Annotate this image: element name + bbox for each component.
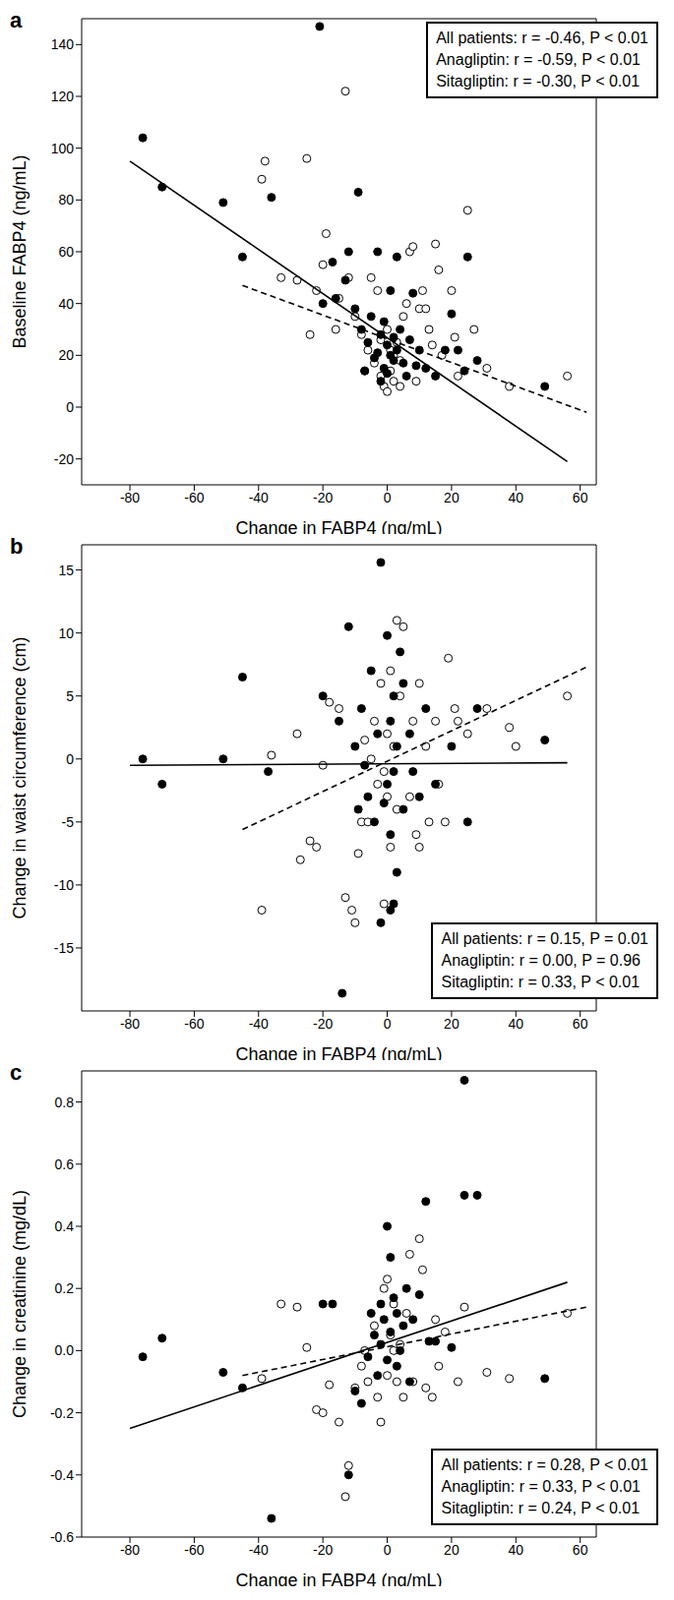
- svg-text:-40: -40: [248, 1016, 269, 1033]
- svg-text:-80: -80: [120, 490, 140, 506]
- svg-text:5: 5: [65, 688, 74, 705]
- svg-text:60: 60: [572, 1542, 589, 1559]
- svg-text:40: 40: [58, 296, 74, 312]
- svg-text:0: 0: [383, 490, 392, 506]
- svg-text:-20: -20: [312, 490, 333, 506]
- html-text:Anagliptin: r = 0.33, P < 0.01: Anagliptin: r = 0.33, P < 0.01: [441, 1478, 641, 1496]
- svg-text:20: 20: [58, 347, 74, 364]
- html-text:All patients: r = 0.28, P < 0.: All patients: r = 0.28, P < 0.01: [441, 1457, 649, 1474]
- svg-text:0: 0: [65, 399, 74, 416]
- svg-text:40: 40: [507, 1542, 524, 1559]
- html-text:Sitagliptin: r = 0.24, P < 0.0: Sitagliptin: r = 0.24, P < 0.01: [441, 1500, 640, 1518]
- svg-text:Baseline FABP4 (ng/mL): Baseline FABP4 (ng/mL): [9, 154, 30, 349]
- svg-text:-10: -10: [54, 877, 74, 894]
- svg-text:100: 100: [51, 140, 75, 157]
- html-text:All patients: r = 0.15, P = 0.: All patients: r = 0.15, P = 0.01: [441, 930, 649, 948]
- svg-text:80: 80: [58, 191, 74, 208]
- html-text:a: a: [9, 7, 22, 33]
- html-text:b: b: [9, 534, 24, 559]
- svg-text:Change in FABP4 (ng/mL): Change in FABP4 (ng/mL): [235, 1571, 442, 1588]
- svg-text:0.6: 0.6: [55, 1157, 75, 1173]
- svg-text:15: 15: [58, 562, 74, 579]
- html-text:Anagliptin: r = 0.00, P = 0.96: Anagliptin: r = 0.00, P = 0.96: [441, 952, 641, 970]
- svg-text:0.4: 0.4: [55, 1219, 75, 1235]
- svg-text:-80: -80: [120, 1542, 140, 1559]
- svg-text:40: 40: [507, 1016, 524, 1033]
- svg-text:-20: -20: [312, 1542, 333, 1559]
- svg-text:-60: -60: [183, 1542, 204, 1559]
- html-text:All patients: r = -0.46, P < 0: All patients: r = -0.46, P < 0.01: [436, 29, 649, 47]
- svg-text:60: 60: [572, 1016, 589, 1033]
- html-text:Anagliptin: r = -0.59, P < 0.0: Anagliptin: r = -0.59, P < 0.01: [436, 51, 641, 68]
- svg-text:-20: -20: [312, 1016, 333, 1033]
- svg-text:60: 60: [572, 490, 589, 506]
- svg-text:Change in creatinine (mg/dL): Change in creatinine (mg/dL): [9, 1190, 30, 1419]
- svg-text:-15: -15: [54, 940, 74, 957]
- svg-text:20: 20: [443, 490, 460, 506]
- svg-text:0.8: 0.8: [55, 1095, 75, 1111]
- svg-text:Change in FABP4 (ng/mL): Change in FABP4 (ng/mL): [235, 518, 442, 535]
- svg-text:-60: -60: [183, 490, 204, 506]
- svg-text:0.0: 0.0: [55, 1343, 75, 1359]
- svg-text:-0.2: -0.2: [50, 1406, 74, 1422]
- svg-text:Change in FABP4 (ng/mL): Change in FABP4 (ng/mL): [235, 1044, 442, 1061]
- svg-text:0: 0: [65, 751, 74, 768]
- svg-text:-60: -60: [183, 1016, 204, 1033]
- svg-text:20: 20: [443, 1016, 460, 1033]
- svg-text:10: 10: [58, 625, 74, 642]
- html-text:c: c: [9, 1060, 22, 1086]
- html-text:Sitagliptin: r = 0.33, P < 0.0: Sitagliptin: r = 0.33, P < 0.01: [441, 974, 640, 991]
- html-text:Sitagliptin: r = -0.30, P < 0.: Sitagliptin: r = -0.30, P < 0.01: [436, 72, 640, 90]
- svg-text:0: 0: [383, 1542, 392, 1559]
- svg-text:120: 120: [51, 88, 75, 105]
- svg-text:20: 20: [443, 1542, 460, 1559]
- svg-text:140: 140: [51, 36, 75, 53]
- svg-text:0.2: 0.2: [55, 1281, 75, 1297]
- svg-text:-40: -40: [248, 1542, 269, 1559]
- svg-text:Change in waist circumference: Change in waist circumference (cm): [9, 636, 30, 920]
- svg-text:60: 60: [58, 244, 74, 260]
- svg-text:0: 0: [383, 1016, 392, 1033]
- svg-text:-0.4: -0.4: [50, 1468, 74, 1484]
- svg-text:-0.6: -0.6: [50, 1530, 74, 1546]
- svg-text:-80: -80: [120, 1016, 140, 1033]
- svg-text:-20: -20: [54, 451, 74, 468]
- svg-text:40: 40: [507, 490, 524, 506]
- svg-text:-40: -40: [248, 490, 269, 506]
- svg-text:-5: -5: [61, 814, 75, 831]
